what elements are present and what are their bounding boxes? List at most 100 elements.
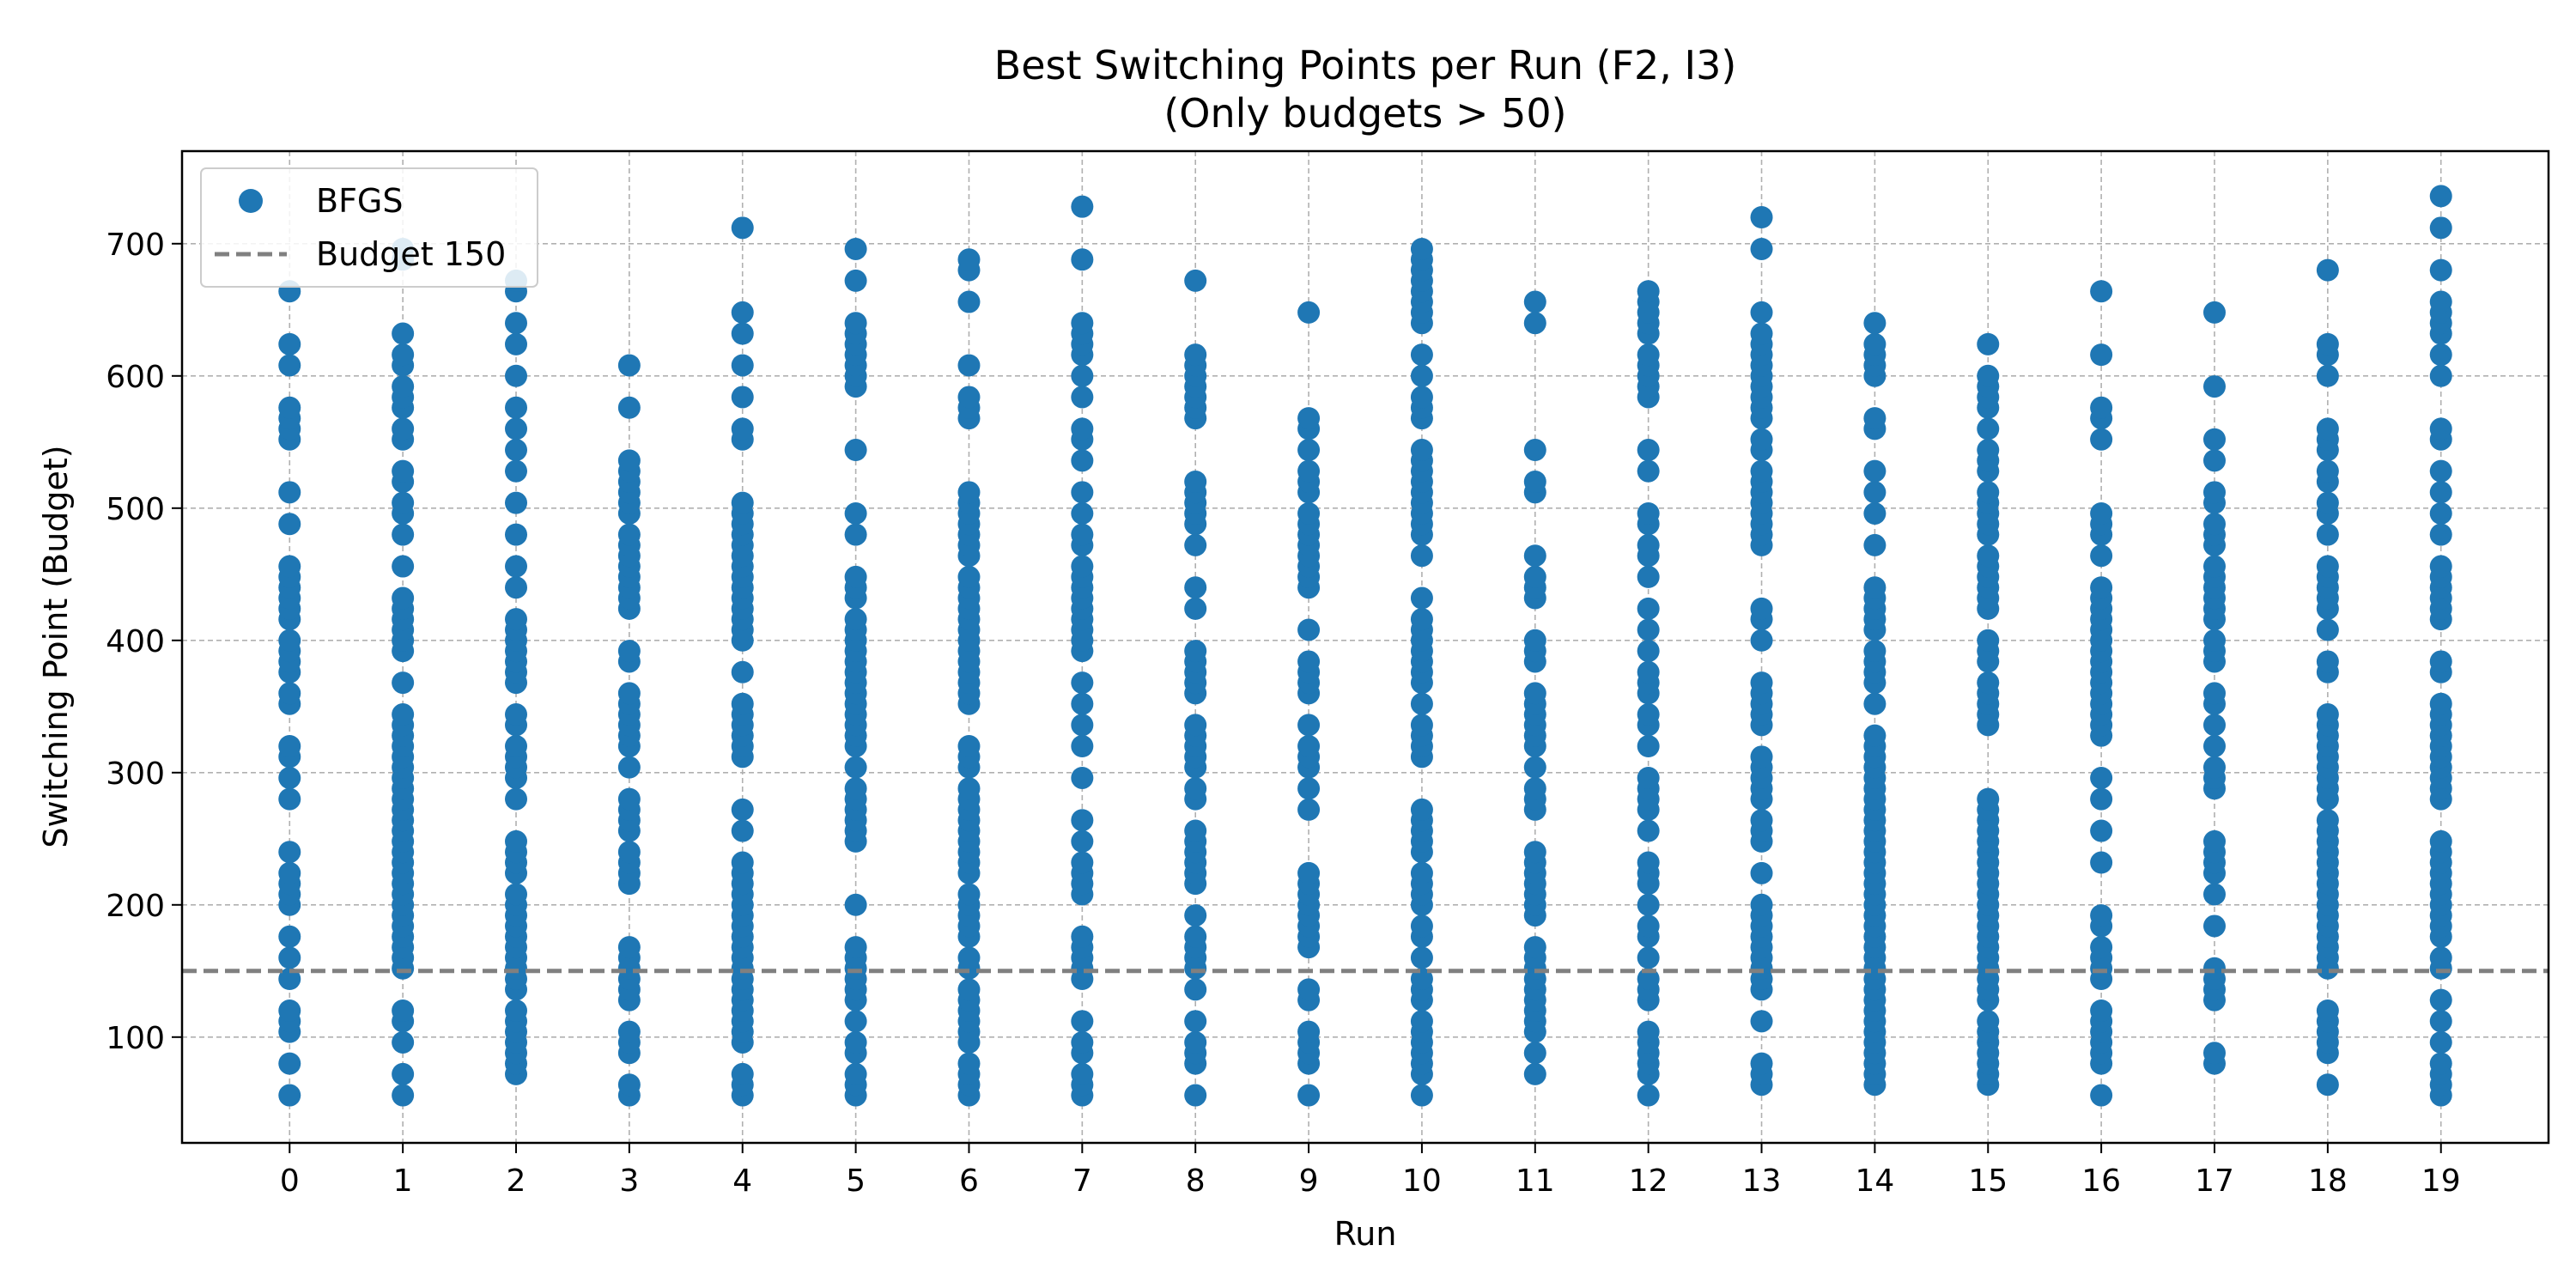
data-point [1637, 735, 1660, 757]
data-point [2202, 829, 2226, 853]
data-point [2429, 1030, 2452, 1054]
data-point [1750, 237, 1773, 260]
data-point [2429, 988, 2452, 1012]
data-point [1523, 1062, 1546, 1085]
data-point [2316, 1073, 2339, 1097]
data-point [1410, 386, 1433, 409]
data-point [2202, 629, 2226, 652]
data-point [731, 851, 754, 874]
data-point [1410, 714, 1433, 737]
data-point [278, 968, 301, 991]
data-point [1071, 735, 1094, 757]
y-tick-label: 600 [106, 360, 165, 395]
data-point [278, 481, 301, 504]
data-point [2429, 555, 2452, 578]
data-point [2090, 544, 2113, 568]
data-point [1184, 533, 1207, 556]
data-point [1637, 618, 1660, 641]
data-point [1977, 417, 2000, 440]
data-point [1523, 682, 1546, 705]
data-point [1071, 449, 1094, 472]
data-point [1071, 312, 1094, 335]
data-point [1071, 248, 1094, 271]
data-point [844, 523, 867, 546]
data-point [2202, 682, 2226, 705]
data-point [957, 290, 981, 313]
data-point [1071, 671, 1094, 695]
x-tick-label: 2 [507, 1163, 526, 1199]
data-point [1863, 724, 1886, 747]
data-point [1637, 565, 1660, 588]
data-point [1297, 861, 1321, 884]
data-point [1410, 1010, 1433, 1033]
data-point [2202, 756, 2226, 779]
data-point [505, 608, 528, 631]
data-point [1410, 968, 1433, 991]
chart-subtitle: (Only budgets > 50) [1163, 90, 1566, 137]
data-point [617, 682, 641, 705]
data-point [1750, 301, 1773, 324]
data-point [1071, 809, 1094, 832]
data-point [1184, 777, 1207, 800]
data-point [2090, 280, 2113, 303]
data-point [505, 396, 528, 419]
legend-label-budget: Budget 150 [316, 235, 506, 273]
data-point [1410, 1084, 1433, 1107]
data-point [957, 978, 981, 1001]
data-point [1863, 459, 1886, 483]
data-point [2202, 883, 2226, 906]
data-point [1750, 745, 1773, 769]
data-point [2316, 258, 2339, 282]
data-point [617, 756, 641, 779]
data-point [2202, 555, 2226, 578]
data-point [1977, 332, 2000, 355]
data-point [1184, 576, 1207, 599]
data-point [392, 1062, 415, 1085]
data-point [957, 565, 981, 588]
data-point [278, 629, 301, 652]
data-point [957, 883, 981, 906]
data-point [1071, 195, 1094, 218]
data-point [2316, 523, 2339, 546]
data-point [278, 735, 301, 757]
data-point [1071, 386, 1094, 409]
data-point [844, 501, 867, 525]
data-point [2316, 332, 2339, 355]
data-point [1297, 978, 1321, 1001]
data-point [1750, 1010, 1773, 1033]
data-point [2090, 766, 2113, 789]
data-point [1750, 459, 1773, 483]
data-point [2090, 576, 2113, 599]
x-axis-label: Run [1334, 1215, 1397, 1253]
data-point [2090, 396, 2113, 419]
data-point [731, 386, 754, 409]
x-tick-label: 3 [619, 1163, 639, 1199]
data-point [2429, 1052, 2452, 1075]
data-point [1297, 1084, 1321, 1107]
data-point [2202, 735, 2226, 757]
data-point [2202, 375, 2226, 398]
data-point [1637, 968, 1660, 991]
data-point [2316, 809, 2339, 832]
data-point [1071, 766, 1094, 789]
grid [182, 151, 2549, 1143]
data-point [1184, 343, 1207, 367]
data-point [1637, 851, 1660, 874]
data-point [1750, 428, 1773, 451]
x-tick-label: 0 [280, 1163, 300, 1199]
data-point [1863, 312, 1886, 335]
data-point [1637, 280, 1660, 303]
data-point [278, 925, 301, 948]
data-point [1863, 407, 1886, 430]
data-point [392, 491, 415, 514]
y-tick-label: 300 [106, 756, 165, 792]
data-point [1637, 703, 1660, 726]
data-point [844, 269, 867, 292]
data-point [617, 1073, 641, 1097]
y-axis-ticks: 100 200 300 400 500 600 700 [106, 228, 182, 1056]
data-point [1410, 343, 1433, 367]
x-axis-ticks: 0 1 2 3 4 5 6 7 8 9 10 11 12 13 14 15 16 17 18 19 [280, 1143, 2461, 1199]
data-point [844, 439, 867, 462]
data-point [1637, 640, 1660, 663]
data-point [1523, 1042, 1546, 1065]
